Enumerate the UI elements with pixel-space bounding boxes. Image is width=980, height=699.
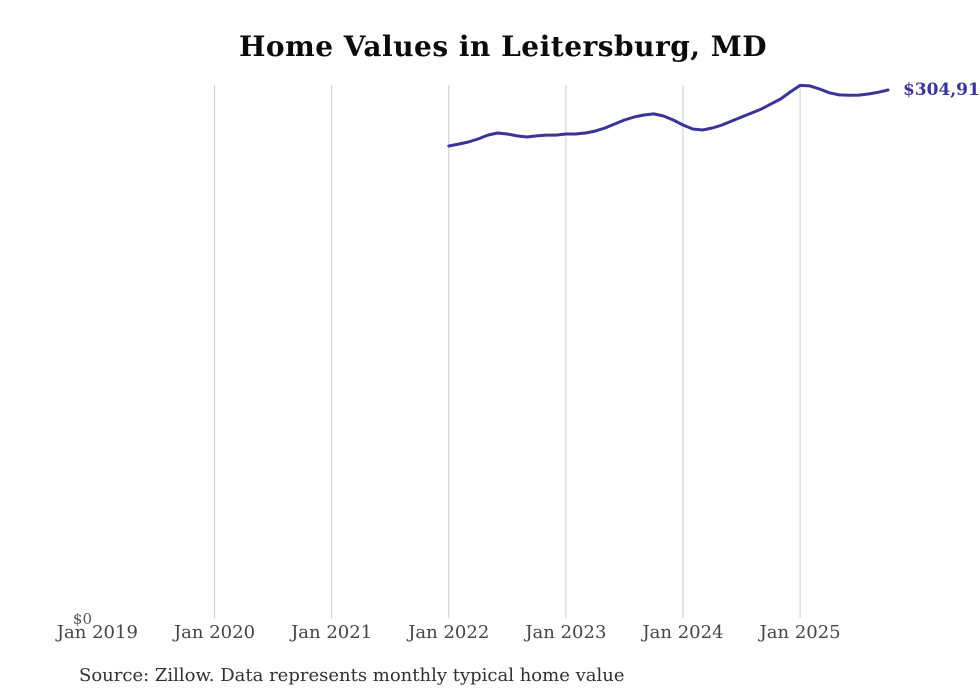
end-value-label: $304,918 xyxy=(902,80,980,100)
x-tick-label: Jan 2021 xyxy=(291,622,373,643)
x-tick-label: Jan 2023 xyxy=(525,622,607,643)
y-zero-label: $0 xyxy=(72,610,92,628)
x-tick-label: Jan 2020 xyxy=(173,622,256,643)
source-note: Source: Zillow. Data represents monthly … xyxy=(79,665,625,686)
x-tick-label: Jan 2022 xyxy=(408,622,490,643)
x-tick-label: Jan 2025 xyxy=(759,622,841,643)
chart-title: Home Values in Leitersburg, MD xyxy=(238,30,768,63)
value-line xyxy=(447,83,890,148)
x-tick-label: Jan 2019 xyxy=(56,622,138,643)
x-tick-label: Jan 2024 xyxy=(642,622,724,643)
